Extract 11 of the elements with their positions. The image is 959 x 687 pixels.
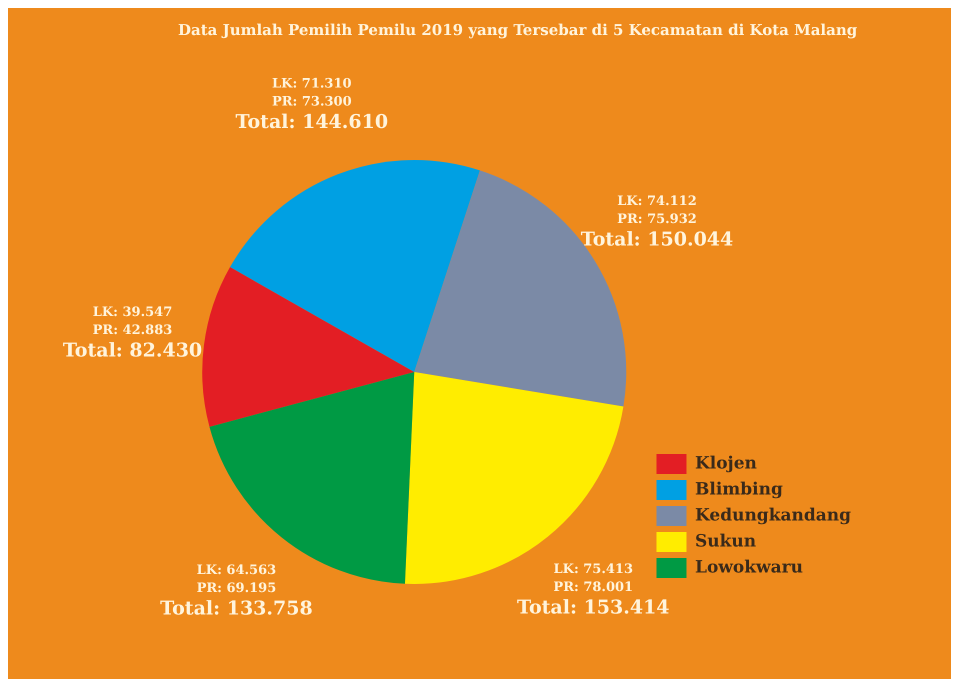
legend-label: Blimbing (694, 479, 783, 500)
legend-label: Klojen (694, 453, 757, 474)
data-label: LK: 64.563 PR: 69.195 Total: 133.758 (160, 562, 313, 620)
data-label: LK: 74.112 PR: 75.932 Total: 150.044 (580, 194, 734, 250)
data-label: LK: 71.310 PR: 73.300 Total: 144.610 (236, 76, 388, 133)
legend-label: Lowokwaru (694, 557, 803, 578)
data-label: LK: 75.413 PR: 78.001 Total: 153.414 (517, 562, 670, 619)
legend-label: Sukun (694, 531, 756, 552)
chart-title: Data Jumlah Pemilih Pemilu 2019 yang Tersebar di 5 Kecamatan di Kota Malang (178, 20, 858, 39)
data-label: LK: 39.547 PR: 42.883 Total: 82.430 (62, 305, 202, 362)
legend-label: Kedungkandang (694, 505, 852, 526)
